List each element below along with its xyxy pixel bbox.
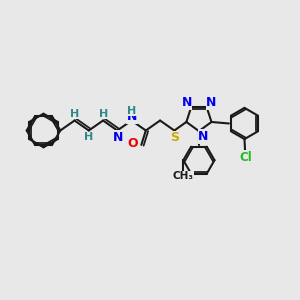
Text: O: O	[128, 137, 138, 150]
Text: H: H	[99, 109, 108, 118]
Text: Cl: Cl	[239, 151, 252, 164]
Text: N: N	[182, 96, 192, 109]
Text: H: H	[70, 109, 80, 118]
Text: N: N	[206, 96, 217, 109]
Text: N: N	[127, 110, 137, 123]
Text: N: N	[112, 131, 123, 144]
Text: CH₃: CH₃	[173, 171, 194, 182]
Text: H: H	[85, 132, 94, 142]
Text: N: N	[198, 130, 208, 143]
Text: H: H	[127, 106, 136, 116]
Text: S: S	[170, 131, 179, 144]
